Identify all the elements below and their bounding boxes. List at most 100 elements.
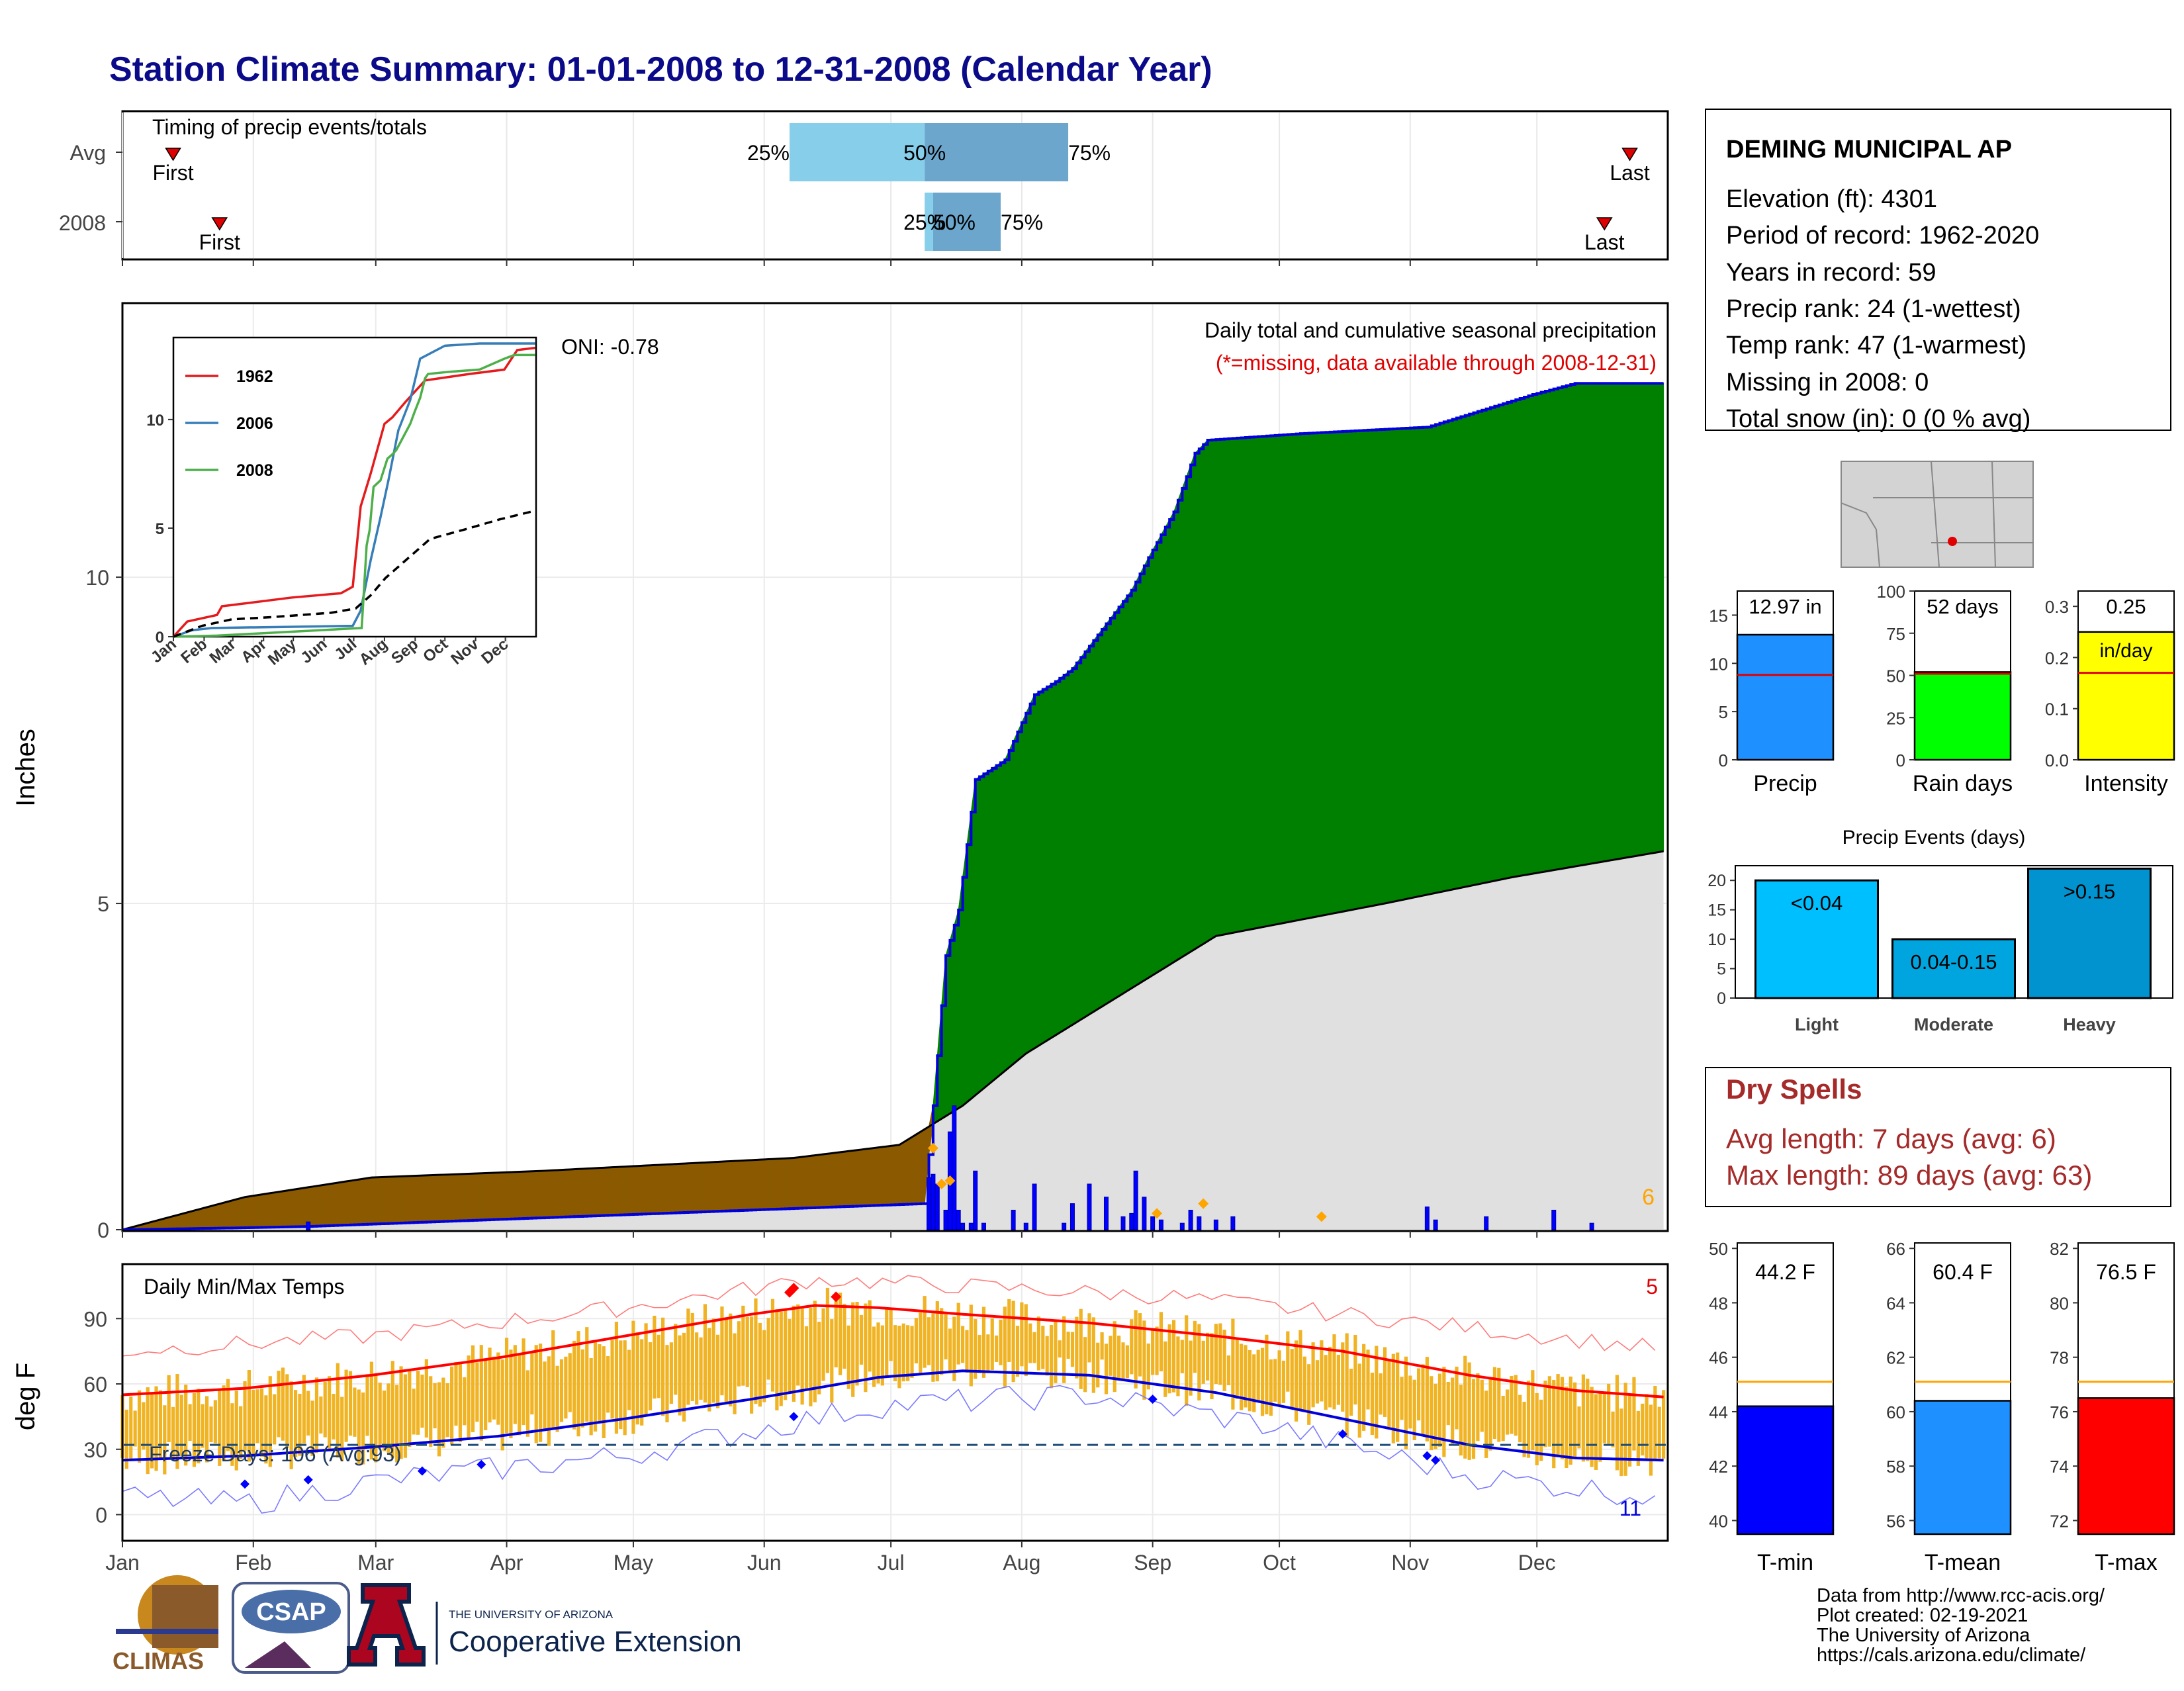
dry-spells-box: Dry Spells Avg length: 7 days (avg: 6) M… — [1705, 1067, 2171, 1207]
daily-temp-bar — [416, 1371, 420, 1435]
events-y-tick-label: 10 — [1707, 931, 1726, 949]
month-tick-label: May — [614, 1551, 653, 1575]
daily-temp-bar — [851, 1302, 855, 1397]
record-low-marker — [1431, 1455, 1441, 1465]
daily-temp-bar — [1391, 1353, 1395, 1443]
precip-deficit-segment — [848, 1150, 854, 1207]
daily-temp-bar — [978, 1335, 981, 1373]
precip-surplus-segment — [1439, 421, 1445, 893]
precip-deficit-segment — [261, 1193, 267, 1228]
daily-temp-bar — [927, 1317, 931, 1365]
precip-surplus-segment — [1177, 488, 1183, 960]
precip-deficit-segment — [688, 1162, 693, 1213]
daily-temp-bar — [1032, 1332, 1036, 1363]
daily-temp-bar — [906, 1325, 910, 1381]
daily-temp-bar — [1577, 1406, 1581, 1449]
precip-surplus-segment — [1502, 402, 1508, 880]
daily-temp-bar — [1256, 1349, 1260, 1402]
temp-summary-value-label: 60.4 F — [1933, 1260, 1993, 1284]
precip-areas — [122, 382, 1664, 1231]
precip-deficit-segment — [388, 1176, 393, 1224]
daily-temp-bar — [690, 1312, 694, 1401]
daily-temp-bar — [1328, 1346, 1332, 1408]
precip-surplus-segment — [1101, 623, 1107, 1007]
daily-temp-bar — [424, 1359, 428, 1438]
precip-surplus-segment — [1600, 383, 1605, 863]
daily-temp-bar — [1125, 1345, 1129, 1379]
daily-precip-bar — [931, 1173, 936, 1230]
daily-temp-bar — [669, 1342, 673, 1404]
daily-temp-bar — [395, 1385, 399, 1463]
daily-temp-bar — [910, 1326, 914, 1378]
timing-bar-50-75 — [925, 123, 1069, 181]
daily-temp-bar — [686, 1308, 690, 1405]
map-background — [1841, 461, 2034, 568]
timing-last-label: Last — [1584, 230, 1625, 254]
precip-deficit-segment — [899, 1141, 904, 1205]
daily-temp-bar — [1641, 1403, 1645, 1456]
precip-deficit-segment — [852, 1150, 858, 1207]
precip-surplus-segment — [1507, 400, 1512, 879]
summary-y-tick-label: 75 — [1886, 624, 1905, 644]
station-line-precip-rank: Precip rank: 24 (1-wettest) — [1726, 295, 2021, 323]
precip-surplus-segment — [1296, 433, 1301, 921]
precip-surplus-segment — [1570, 383, 1576, 868]
precip-deficit-segment — [185, 1211, 191, 1229]
daily-temp-bar — [585, 1327, 589, 1422]
precip-surplus-segment — [1392, 428, 1398, 903]
daily-temp-bar — [885, 1308, 889, 1376]
daily-temp-bar — [1657, 1406, 1661, 1459]
daily-temp-bar — [1185, 1315, 1189, 1406]
daily-temp-bar — [564, 1356, 568, 1419]
summary-category-label: Intensity — [2084, 771, 2168, 796]
precip-deficit-segment — [316, 1185, 322, 1227]
precip-surplus-segment — [1186, 465, 1191, 955]
precip-surplus-segment — [991, 764, 997, 1082]
precip-surplus-segment — [1118, 600, 1124, 997]
precip-surplus-segment — [1241, 437, 1246, 932]
temp-summary-y-tick-label: 56 — [1886, 1511, 1905, 1531]
precip-surplus-segment — [1578, 383, 1584, 866]
daily-temp-bar — [492, 1356, 496, 1420]
precip-surplus-segment — [1110, 612, 1115, 1002]
precip-deficit-segment — [418, 1175, 423, 1223]
daily-temp-bar — [674, 1324, 678, 1395]
summary-y-tick-label: 25 — [1886, 708, 1905, 728]
daily-precip-bar — [1213, 1219, 1218, 1230]
dry-spells-title: Dry Spells — [1726, 1074, 1862, 1105]
precip-deficit-segment — [320, 1184, 326, 1226]
record-high-marker — [831, 1291, 842, 1303]
temp-y-tick-label: 0 — [95, 1504, 107, 1528]
events-bar-heavy — [2027, 867, 2152, 999]
ua-a-logo — [347, 1583, 426, 1667]
daily-temp-bar — [1222, 1330, 1226, 1391]
daily-temp-bar — [543, 1361, 547, 1429]
inset-legend-label: 2008 — [236, 461, 273, 480]
precip-surplus-segment — [1524, 395, 1529, 876]
events-title: Precip Events (days) — [1843, 827, 2026, 848]
timing-bar-25-50 — [925, 193, 933, 251]
daily-temp-bar — [960, 1326, 965, 1363]
daily-temp-bar — [635, 1332, 639, 1425]
inset-legend: 1962 2006 2008 — [185, 367, 273, 480]
daily-temp-bar — [715, 1334, 720, 1408]
precip-surplus-segment — [1207, 439, 1212, 942]
precip-deficit-segment — [696, 1162, 702, 1212]
precip-surplus-segment — [1334, 431, 1339, 914]
daily-temp-bar — [504, 1338, 509, 1434]
summary-precip-bars: 0 5 10 15 12.97 in Precip 0 25 50 75 100 52 days Rai… — [1709, 582, 2175, 796]
precip-surplus-segment — [1452, 417, 1457, 890]
daily-temp-bar — [944, 1314, 948, 1359]
precip-surplus-segment — [1545, 389, 1550, 872]
daily-temp-bar — [619, 1340, 623, 1430]
precip-deficit-segment — [291, 1189, 296, 1228]
precip-surplus-segment — [1520, 396, 1525, 877]
daily-temp-bar — [1492, 1367, 1497, 1440]
timing-p50-label: 50% — [933, 210, 976, 234]
precip-annotation-title: Daily total and cumulative seasonal prec… — [1205, 318, 1657, 342]
precip-surplus-segment — [1021, 713, 1026, 1058]
precip-deficit-segment — [874, 1147, 879, 1206]
precip-deficit-segment — [793, 1157, 799, 1209]
inset-line-2006 — [173, 342, 535, 638]
